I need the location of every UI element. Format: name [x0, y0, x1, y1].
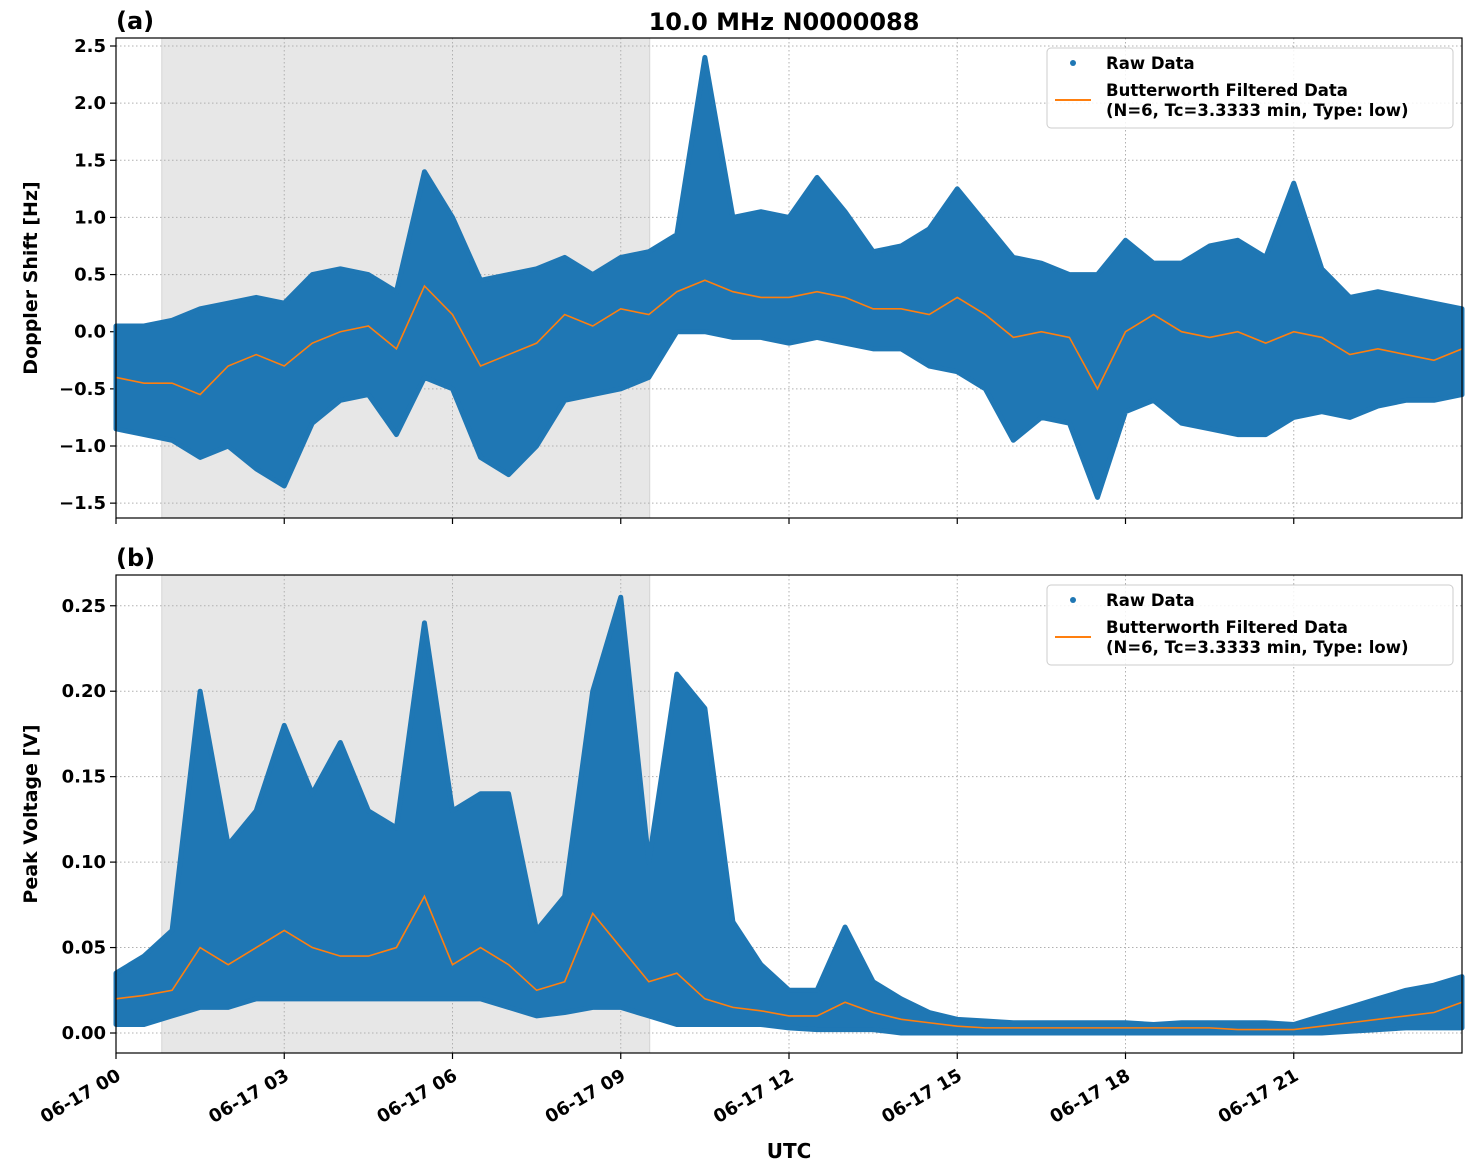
x-tick-label: 06-17 15	[878, 1065, 965, 1128]
legend-raw-marker	[1070, 60, 1076, 66]
x-tick-label: 06-17 12	[710, 1065, 797, 1128]
y-tick-label: 0.5	[74, 265, 106, 286]
y-tick-label: 2.0	[74, 93, 106, 114]
y-tick-label: 1.0	[74, 207, 106, 228]
y-tick-label: 0.25	[62, 596, 106, 617]
legend-entry: (N=6, Tc=3.3333 min, Type: low)	[1106, 638, 1409, 657]
x-tick-label: 06-17 21	[1215, 1065, 1302, 1128]
y-axis-label: Peak Voltage [V]	[20, 724, 42, 903]
y-tick-label: 0.0	[74, 322, 106, 343]
x-tick-label: 06-17 09	[542, 1065, 629, 1128]
panel-label: (b)	[116, 544, 155, 572]
filtered-data-line	[115, 279, 1463, 396]
x-tick-label: 06-17 03	[205, 1065, 292, 1128]
panel-label: (a)	[116, 7, 154, 35]
y-tick-label: −1.5	[59, 493, 106, 514]
y-tick-label: 0.00	[62, 1023, 106, 1044]
legend-entry: (N=6, Tc=3.3333 min, Type: low)	[1106, 101, 1409, 120]
y-tick-label: 0.15	[62, 767, 106, 788]
panel-b: 0.00 0.05 0.10 0.15 0.20 0.25 (b) Peak Voltage …	[20, 544, 1465, 1059]
legend-entry: Butterworth Filtered Data	[1106, 618, 1348, 637]
x-tick-label: 06-17 00	[37, 1065, 124, 1128]
legend	[1046, 47, 1454, 129]
y-tick-label: 2.5	[74, 36, 106, 57]
chart-title: 10.0 MHz N0000088	[649, 8, 920, 36]
legend-entry: Raw Data	[1106, 54, 1195, 73]
legend-entry: Raw Data	[1106, 591, 1195, 610]
y-tick-label: −0.5	[59, 379, 106, 400]
x-tick-label: 06-17 18	[1047, 1065, 1134, 1128]
y-tick-label: 0.20	[62, 681, 106, 702]
legend	[1046, 584, 1454, 666]
x-axis-label: UTC	[767, 1139, 812, 1163]
y-tick-label: −1.0	[59, 436, 106, 457]
legend-entry: Butterworth Filtered Data	[1106, 81, 1348, 100]
legend-raw-marker	[1070, 597, 1076, 603]
y-tick-label: 0.10	[62, 852, 106, 873]
y-tick-label: 0.05	[62, 938, 106, 959]
x-tick-label: 06-17 06	[374, 1065, 461, 1128]
y-tick-label: 1.5	[74, 150, 106, 171]
filtered-data-line	[115, 894, 1463, 1031]
panel-a: −1.5 −1.0 −0.5 0.0 0.5 1.0 1.5 2.0 2.5 (a) Doppler…	[20, 7, 1465, 524]
y-axis-label: Doppler Shift [Hz]	[20, 181, 42, 374]
